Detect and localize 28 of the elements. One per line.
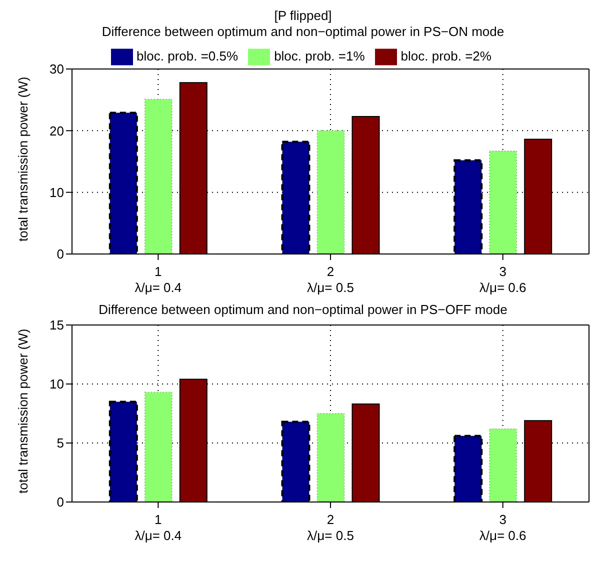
- bar: [489, 428, 518, 502]
- y-tick-label: 20: [50, 123, 64, 138]
- x-tick-label: 1 λ/μ= 0.4: [134, 264, 182, 295]
- bar: [316, 413, 345, 502]
- x-tick-label: 3 λ/μ= 0.6: [479, 512, 526, 543]
- bar: [144, 98, 172, 254]
- chart-subtitle: Difference between optimum and non−optimal power in PS−OFF mode: [98, 302, 508, 318]
- x-tick-label: 3 λ/μ= 0.6: [479, 264, 526, 295]
- chart-subtitle: Difference between optimum and non−optimal power in PS−ON mode: [100, 24, 506, 40]
- y-axis-title: total transmission power (W): [16, 328, 31, 494]
- legend-label: bloc. prob. =1%: [274, 48, 365, 64]
- x-tick-label: 2 λ/μ= 0.5: [307, 264, 354, 295]
- x-tick-label: 2 λ/μ= 0.5: [307, 512, 354, 543]
- y-tick-label: 0: [56, 246, 64, 262]
- bar: [489, 150, 518, 254]
- x-tick-label: 1 λ/μ= 0.4: [134, 512, 182, 543]
- y-tick-label: 15: [50, 318, 64, 333]
- y-tick-label: 0: [56, 494, 64, 510]
- y-tick-label: 30: [50, 62, 64, 77]
- y-axis-title: total transmission power (W): [16, 76, 31, 242]
- legend-label: bloc. prob. =2%: [400, 48, 492, 64]
- y-tick-label: 10: [50, 184, 64, 200]
- bar: [316, 130, 345, 254]
- bar: [144, 392, 172, 502]
- y-tick-label: 5: [56, 436, 64, 451]
- y-tick-label: 10: [50, 376, 64, 392]
- legend-label: bloc. prob. =0.5%: [136, 48, 238, 64]
- chart-title: [P flipped]: [273, 8, 333, 24]
